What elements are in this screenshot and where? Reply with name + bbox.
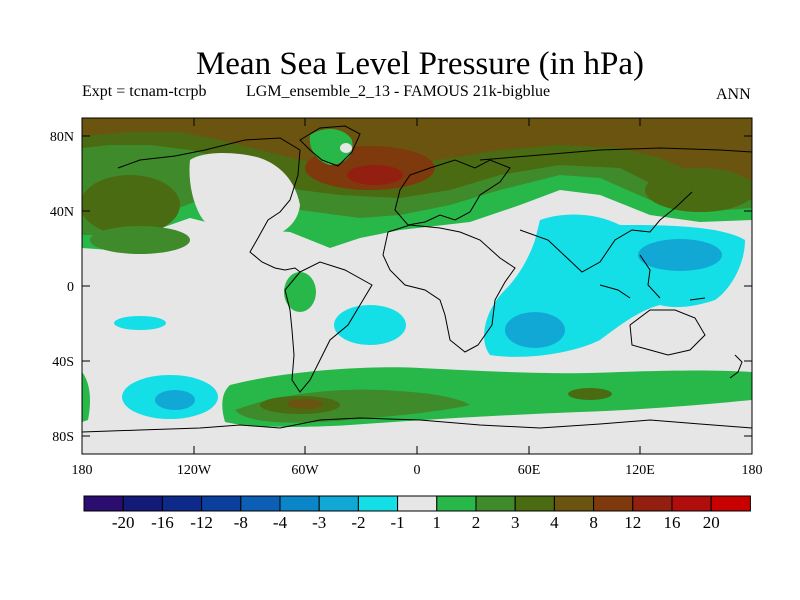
colorbar: -20 -16 -12 -8 -4 -3 -2 -1 1 2 3 4 8 12 16 20 bbox=[83, 495, 751, 532]
colorbar-swatch bbox=[83, 495, 124, 512]
colorbar-label: 3 bbox=[511, 513, 520, 532]
x-tick-label: 120W bbox=[177, 463, 212, 478]
colorbar-swatch bbox=[357, 495, 399, 512]
colorbar-swatch bbox=[593, 495, 634, 512]
ensemble-label: LGM_ensemble_2_13 - FAMOUS 21k-bigblue bbox=[246, 83, 551, 100]
coast-australia bbox=[629, 309, 706, 356]
west-pacific-core bbox=[638, 239, 722, 271]
colorbar-swatch bbox=[201, 495, 242, 512]
southwest-atlantic-green bbox=[82, 372, 90, 422]
season-label: ANN bbox=[716, 86, 751, 103]
colorbar-label: -3 bbox=[312, 513, 326, 532]
y-tick-label: 80S bbox=[52, 430, 74, 445]
colorbar-swatch bbox=[240, 495, 281, 512]
southern-pacific-core bbox=[155, 390, 195, 410]
indian-ocean-core bbox=[505, 312, 565, 348]
atlantic-red bbox=[347, 165, 403, 185]
x-tick-label: 180 bbox=[742, 463, 763, 478]
colorbar-swatch bbox=[632, 495, 673, 512]
coast-new-zealand bbox=[729, 354, 743, 379]
colorbar-swatch bbox=[710, 495, 751, 512]
colorbar-label: 1 bbox=[433, 513, 442, 532]
greenland-green bbox=[309, 128, 353, 165]
east-pacific-negative bbox=[334, 305, 406, 345]
north-pacific-green bbox=[90, 226, 190, 254]
colorbar-label: -8 bbox=[234, 513, 248, 532]
colorbar-label: -2 bbox=[351, 513, 365, 532]
east-asia-olive bbox=[645, 168, 752, 212]
colorbar-label: -1 bbox=[391, 513, 405, 532]
map-title: Mean Sea Level Pressure (in hPa) bbox=[195, 46, 645, 82]
colorbar-swatch bbox=[671, 495, 712, 512]
colorbar-swatch bbox=[122, 495, 163, 512]
coast-antarctica bbox=[82, 417, 752, 433]
pressure-field bbox=[82, 118, 752, 454]
coast-europe bbox=[394, 159, 511, 226]
y-tick-label: 0 bbox=[67, 280, 74, 295]
australia-neutral bbox=[635, 308, 695, 352]
x-tick-label: 60W bbox=[291, 463, 319, 478]
coast-africa bbox=[382, 224, 516, 353]
y-tick-label: 80N bbox=[50, 130, 74, 145]
x-tick-label: 60E bbox=[518, 463, 541, 478]
southern-ocean-brown bbox=[287, 399, 323, 409]
y-tick-label: 40S bbox=[52, 355, 74, 370]
colorbar-swatch bbox=[514, 495, 555, 512]
colorbar-label: 16 bbox=[664, 513, 681, 532]
y-ticks bbox=[82, 135, 752, 437]
coast-south-america bbox=[284, 261, 373, 393]
north-america-neutral bbox=[189, 153, 300, 240]
colorbar-swatch bbox=[279, 495, 320, 512]
colorbar-swatch bbox=[436, 495, 477, 512]
coast-maritime-continent bbox=[599, 254, 706, 301]
colorbar-swatch bbox=[318, 495, 359, 512]
colorbar-swatch bbox=[161, 495, 203, 512]
southern-ocean-olive-east bbox=[568, 388, 612, 400]
north-pacific-olive bbox=[82, 175, 180, 235]
x-tick-label: 0 bbox=[414, 463, 421, 478]
colorbar-swatch bbox=[397, 495, 438, 512]
colorbar-label: -12 bbox=[190, 513, 213, 532]
x-ticks bbox=[193, 118, 641, 454]
colorbar-label: 8 bbox=[589, 513, 598, 532]
x-tick-label: 180 bbox=[72, 463, 93, 478]
coast-north-america bbox=[117, 137, 301, 273]
x-tick-label: 120E bbox=[625, 463, 655, 478]
colorbar-label: -4 bbox=[273, 513, 288, 532]
colorbar-label: 12 bbox=[624, 513, 641, 532]
greenland-neutral bbox=[340, 143, 352, 153]
colorbar-label: 20 bbox=[703, 513, 720, 532]
colorbar-label: 4 bbox=[550, 513, 559, 532]
colorbar-swatch bbox=[553, 495, 595, 512]
colorbar-label: -16 bbox=[151, 513, 174, 532]
coast-greenland bbox=[299, 125, 361, 167]
colorbar-swatch bbox=[475, 495, 516, 512]
colorbar-label: 2 bbox=[472, 513, 481, 532]
coastlines bbox=[82, 125, 752, 433]
south-pacific-negative bbox=[114, 316, 166, 330]
colorbar-label: -20 bbox=[112, 513, 135, 532]
coast-asia bbox=[479, 147, 752, 273]
north-brown-band bbox=[82, 118, 752, 180]
experiment-label: Expt = tcnam-tcrpb bbox=[82, 83, 207, 100]
y-tick-label: 40N bbox=[50, 205, 74, 220]
